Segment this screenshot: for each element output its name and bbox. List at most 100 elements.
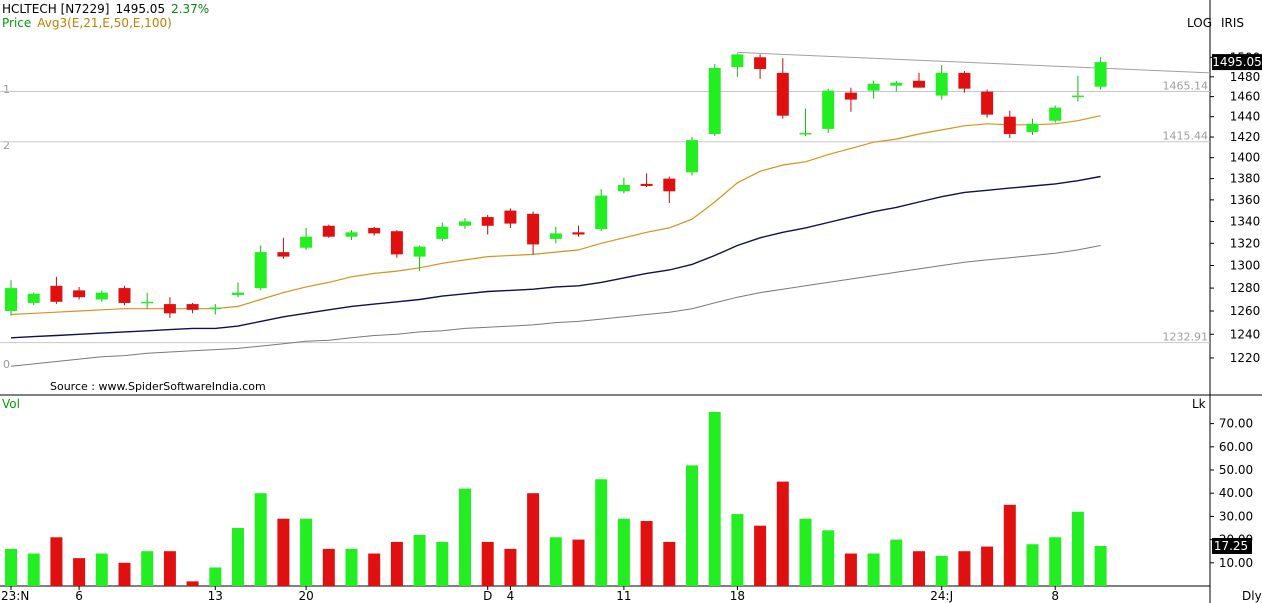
time-tick-label: 4: [507, 589, 515, 603]
candle-body: [527, 213, 540, 245]
volume-bar: [481, 541, 494, 586]
candle-body: [1049, 107, 1062, 121]
volume-bar: [935, 555, 948, 586]
candle: [913, 72, 925, 88]
candle: [799, 108, 812, 137]
volume-bar: [1094, 545, 1107, 586]
legend-avg: Avg3(E,21,E,50,E,100): [37, 16, 171, 30]
candle: [1094, 57, 1107, 90]
candle-body: [572, 232, 585, 235]
price-tick-label: 1480: [1230, 70, 1261, 84]
source-credit: Source : www.SpiderSoftwareIndia.com: [50, 380, 266, 393]
volume-bar: [232, 528, 244, 586]
volume-bar: [459, 488, 471, 586]
candle: [958, 70, 971, 93]
volume-bar: [1003, 504, 1016, 586]
candle: [1071, 75, 1084, 102]
volume-bar: [436, 541, 449, 586]
last-volume-badge: [1212, 537, 1252, 554]
volume-bar: [617, 518, 630, 586]
candle: [413, 245, 426, 272]
price-tick-label: 1340: [1230, 214, 1261, 228]
candle-body: [549, 233, 562, 239]
price-tick-label: 1360: [1230, 193, 1261, 207]
volume-bar: [822, 530, 835, 586]
volume-bar: [708, 412, 721, 586]
legend-line: Price Avg3(E,21,E,50,E,100): [2, 16, 172, 30]
candle-body: [300, 236, 313, 248]
candle: [822, 88, 835, 133]
candle-body: [776, 72, 789, 116]
volume-bar: [958, 551, 971, 586]
candle-body: [640, 183, 653, 187]
candle-body: [595, 195, 608, 230]
time-tick-label: 11: [616, 589, 631, 603]
volume-bar: [1049, 537, 1062, 586]
ema50-line: [10, 175, 1101, 339]
volume-unit-label: Lk: [1192, 397, 1206, 411]
volume-bar: [95, 553, 108, 586]
candle: [1003, 110, 1016, 139]
volume-bar: [186, 581, 199, 586]
candle: [345, 230, 358, 240]
price-tick-label: 1440: [1230, 110, 1261, 124]
volume-bar: [754, 525, 767, 586]
candle-body: [141, 301, 154, 304]
candle-body: [254, 252, 267, 289]
candle-body: [345, 232, 358, 237]
candle-body: [708, 67, 721, 134]
volume-bar: [663, 541, 676, 586]
candle-body: [867, 83, 880, 91]
candle: [527, 211, 540, 255]
candle: [254, 245, 267, 291]
volume-bar: [277, 518, 290, 586]
scale-mode-label[interactable]: LOG: [1187, 16, 1212, 30]
candle: [95, 290, 108, 302]
volume-bar: [390, 541, 403, 586]
candle-body: [322, 225, 335, 237]
price-tick-label: 1420: [1230, 130, 1261, 144]
trendline-layer: [737, 51, 1211, 74]
volume-bar: [368, 553, 381, 586]
price-axis-ticks: 1220 1240 1260 1280 1300 1320 1340 1360 1380 1400…: [1210, 50, 1262, 365]
volume-tick-label: 70.00: [1219, 417, 1253, 431]
candle: [1026, 118, 1039, 135]
time-tick-label: D: [483, 589, 492, 603]
volume-tick-label: 30.00: [1219, 509, 1253, 523]
candle: [731, 53, 744, 77]
price-tick-label: 1380: [1230, 172, 1261, 186]
candle-body: [118, 288, 131, 303]
candle: [890, 80, 903, 92]
candle: [754, 54, 767, 79]
candle-body: [663, 178, 676, 192]
candle: [27, 292, 40, 306]
candle: [141, 292, 154, 309]
candle: [118, 285, 131, 306]
candle-body: [390, 231, 403, 255]
candle: [617, 177, 630, 194]
legend-price: Price: [2, 16, 31, 30]
candle-body: [459, 221, 471, 226]
candle: [935, 65, 948, 100]
volume-bar: [595, 479, 608, 586]
candle-body: [481, 217, 494, 226]
symbol-label: HCLTECH [N7229]: [2, 2, 109, 16]
candle-body: [890, 82, 903, 86]
volume-bar: [890, 539, 903, 586]
candle-body: [277, 252, 290, 257]
price-tick-label: 1300: [1230, 259, 1261, 273]
last-volume-badge-label: 17.25: [1214, 539, 1248, 553]
volume-bar: [209, 567, 222, 586]
candle: [708, 64, 721, 137]
time-tick-label: 20: [298, 589, 313, 603]
candle: [776, 58, 789, 119]
candle-body: [935, 72, 948, 96]
volume-bar: [731, 514, 744, 586]
candle-body: [731, 54, 744, 68]
support-resistance-lines: 1465.14 1415.44 1232.91: [0, 79, 1210, 344]
timeframe-label[interactable]: Dly: [1242, 589, 1262, 603]
volume-bar: [345, 548, 358, 586]
chart-header: HCLTECH [N7229] 1495.05 2.37%: [2, 2, 209, 16]
candle-body: [1071, 95, 1084, 98]
volume-bar: [73, 558, 86, 586]
